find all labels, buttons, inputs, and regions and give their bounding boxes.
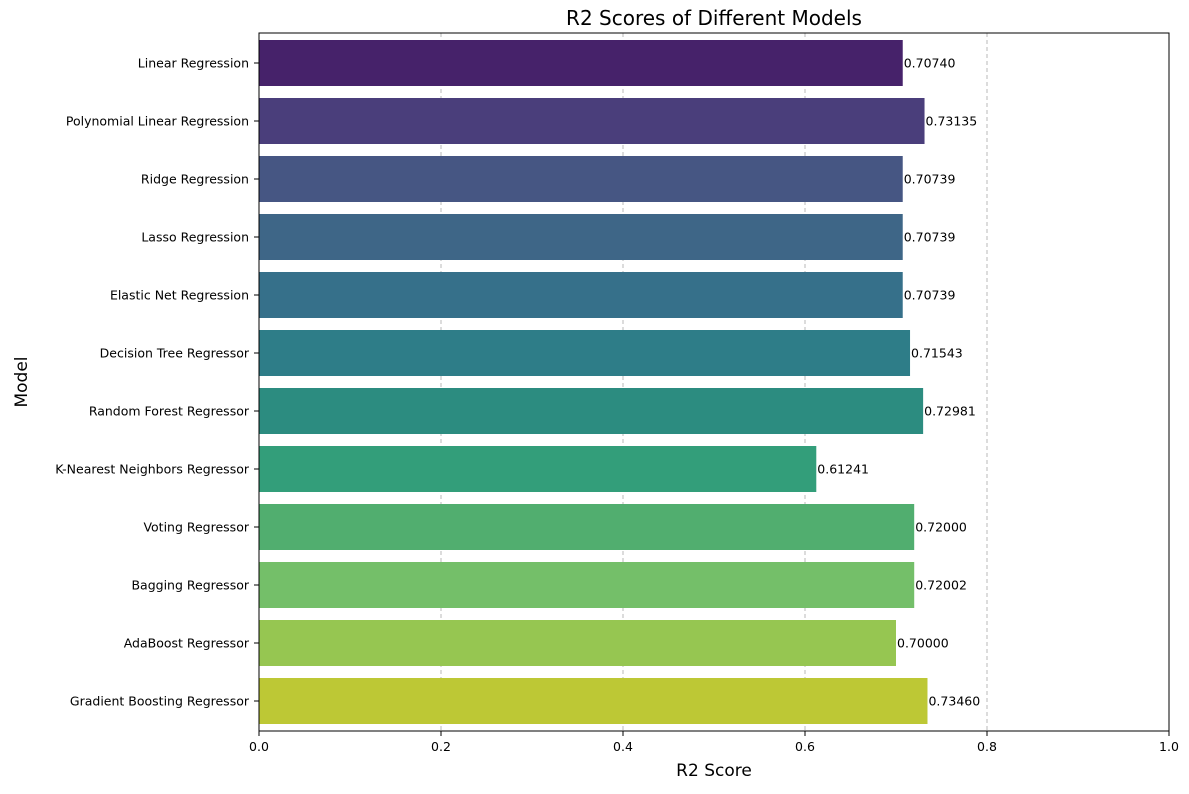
bar bbox=[259, 678, 928, 724]
x-tick-label: 1.0 bbox=[1159, 739, 1179, 754]
value-label: 0.72981 bbox=[924, 404, 976, 419]
value-label: 0.72002 bbox=[915, 578, 967, 593]
bar bbox=[259, 388, 924, 434]
plot-frame bbox=[258, 32, 1170, 732]
chart-title: R2 Scores of Different Models bbox=[566, 6, 862, 30]
bar bbox=[259, 98, 925, 144]
value-label: 0.61241 bbox=[817, 462, 869, 477]
category-label: Ridge Regression bbox=[141, 172, 249, 187]
category-label: Elastic Net Regression bbox=[110, 288, 249, 303]
category-label: Decision Tree Regressor bbox=[100, 346, 250, 361]
category-label: Gradient Boosting Regressor bbox=[70, 694, 250, 709]
bar bbox=[259, 330, 911, 376]
x-tick-layer: 0.0 0.2 0.4 0.6 0.8 1.0 bbox=[249, 731, 1179, 754]
grid-layer bbox=[440, 33, 988, 731]
x-tick-label: 0.4 bbox=[613, 739, 633, 754]
category-label: Lasso Regression bbox=[141, 230, 249, 245]
category-label: Bagging Regressor bbox=[131, 578, 249, 593]
value-label: 0.71543 bbox=[911, 346, 963, 361]
value-label: 0.70739 bbox=[904, 230, 956, 245]
bar bbox=[259, 156, 903, 202]
value-label: 0.70000 bbox=[897, 636, 949, 651]
value-label: 0.70739 bbox=[904, 288, 956, 303]
bar bbox=[259, 272, 903, 318]
value-label: 0.70739 bbox=[904, 172, 956, 187]
category-label: AdaBoost Regressor bbox=[124, 636, 250, 651]
bar bbox=[259, 446, 817, 492]
bar bbox=[259, 214, 903, 260]
x-axis-title: R2 Score bbox=[676, 761, 752, 781]
x-tick-label: 0.6 bbox=[795, 739, 815, 754]
value-label-layer: 0.70740 0.73135 0.70739 0.70739 0.70739 0.715… bbox=[817, 56, 980, 709]
bar bbox=[259, 620, 896, 666]
bar-layer bbox=[259, 40, 928, 724]
value-label: 0.73135 bbox=[926, 114, 978, 129]
bar bbox=[259, 40, 903, 86]
bar bbox=[259, 562, 915, 608]
category-label: K-Nearest Neighbors Regressor bbox=[55, 462, 250, 477]
category-label: Polynomial Linear Regression bbox=[66, 114, 249, 129]
value-label: 0.73460 bbox=[928, 694, 980, 709]
value-label: 0.70740 bbox=[904, 56, 956, 71]
category-label: Linear Regression bbox=[138, 56, 249, 71]
category-label: Voting Regressor bbox=[143, 520, 249, 535]
category-label: Random Forest Regressor bbox=[89, 404, 250, 419]
x-tick-label: 0.2 bbox=[431, 739, 451, 754]
y-axis-title: Model bbox=[12, 356, 32, 407]
x-tick-label: 0.8 bbox=[977, 739, 997, 754]
bar bbox=[259, 504, 915, 550]
x-tick-label: 0.0 bbox=[249, 739, 269, 754]
y-tick-layer: Linear Regression Polynomial Linear Regre… bbox=[55, 56, 259, 709]
value-label: 0.72000 bbox=[915, 520, 967, 535]
